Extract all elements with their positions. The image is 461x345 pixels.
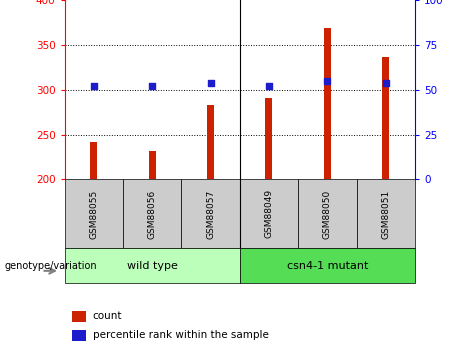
Bar bbox=[148, 151, 156, 179]
Point bbox=[324, 78, 331, 83]
Bar bbox=[71, 330, 86, 341]
Bar bbox=[71, 311, 86, 322]
Point bbox=[207, 80, 214, 85]
Bar bbox=[65, 179, 123, 248]
Point bbox=[90, 83, 97, 89]
Bar bbox=[90, 142, 97, 179]
Bar bbox=[382, 57, 389, 179]
Text: csn4-1 mutant: csn4-1 mutant bbox=[287, 261, 368, 270]
Point bbox=[382, 80, 390, 85]
Text: wild type: wild type bbox=[127, 261, 177, 270]
Text: GSM88050: GSM88050 bbox=[323, 189, 332, 238]
Point bbox=[265, 83, 272, 89]
Text: GSM88057: GSM88057 bbox=[206, 189, 215, 238]
Text: percentile rank within the sample: percentile rank within the sample bbox=[93, 331, 268, 340]
Text: GSM88056: GSM88056 bbox=[148, 189, 157, 238]
Text: GSM88049: GSM88049 bbox=[265, 189, 273, 238]
Bar bbox=[298, 179, 356, 248]
Point bbox=[148, 83, 156, 89]
Bar bbox=[65, 248, 240, 283]
Bar bbox=[356, 179, 415, 248]
Bar bbox=[240, 248, 415, 283]
Bar bbox=[266, 98, 272, 179]
Bar bbox=[123, 179, 181, 248]
Text: genotype/variation: genotype/variation bbox=[5, 261, 97, 270]
Text: count: count bbox=[93, 312, 122, 321]
Bar bbox=[240, 179, 298, 248]
Text: GSM88055: GSM88055 bbox=[89, 189, 98, 238]
Bar bbox=[324, 28, 331, 179]
Bar bbox=[181, 179, 240, 248]
Bar bbox=[207, 105, 214, 179]
Text: GSM88051: GSM88051 bbox=[381, 189, 390, 238]
